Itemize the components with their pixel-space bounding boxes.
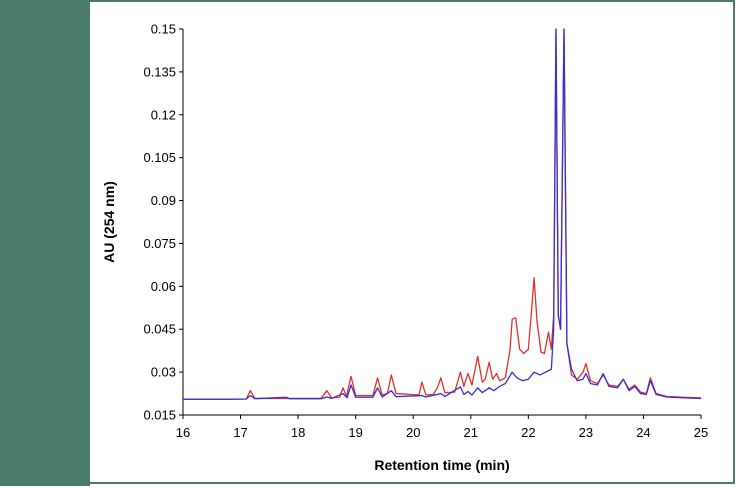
x-axis-ticks: 16 17 18 19 20 21 22 23 24 25 [176,415,708,440]
y-tick-label: 0.105 [143,150,176,165]
x-tick-label: 17 [233,425,247,440]
chromatogram-chart: 0.015 0.03 0.045 0.06 0.075 0.09 0.105 0.12 0.13… [101,22,708,474]
y-tick-label: 0.06 [151,279,176,294]
series-line-1 [183,28,702,400]
series-line-2 [183,28,702,400]
side-band [0,0,90,486]
chart-panel: 0.015 0.03 0.045 0.06 0.075 0.09 0.105 0.12 0.13… [90,0,735,484]
x-tick-label: 21 [464,425,478,440]
y-tick-label: 0.075 [143,236,176,251]
series-group [183,28,702,400]
x-axis-title: Retention time (min) [374,457,509,473]
y-tick-label: 0.015 [143,408,176,423]
x-tick-label: 18 [291,425,305,440]
x-tick-label: 20 [406,425,420,440]
y-tick-label: 0.03 [151,365,176,380]
y-tick-label: 0.12 [151,107,176,122]
x-tick-label: 25 [694,425,708,440]
y-tick-label: 0.15 [151,22,176,37]
y-tick-label: 0.045 [143,322,176,337]
x-tick-label: 16 [176,425,190,440]
x-tick-label: 19 [348,425,362,440]
axes [182,29,701,416]
y-axis-title: AU (254 nm) [101,181,117,263]
y-tick-label: 0.09 [151,193,176,208]
x-tick-label: 22 [521,425,535,440]
x-tick-label: 24 [636,425,650,440]
y-tick-label: 0.135 [143,64,176,79]
y-axis-ticks: 0.015 0.03 0.045 0.06 0.075 0.09 0.105 0.12 0.13… [143,22,183,423]
x-tick-label: 23 [579,425,593,440]
